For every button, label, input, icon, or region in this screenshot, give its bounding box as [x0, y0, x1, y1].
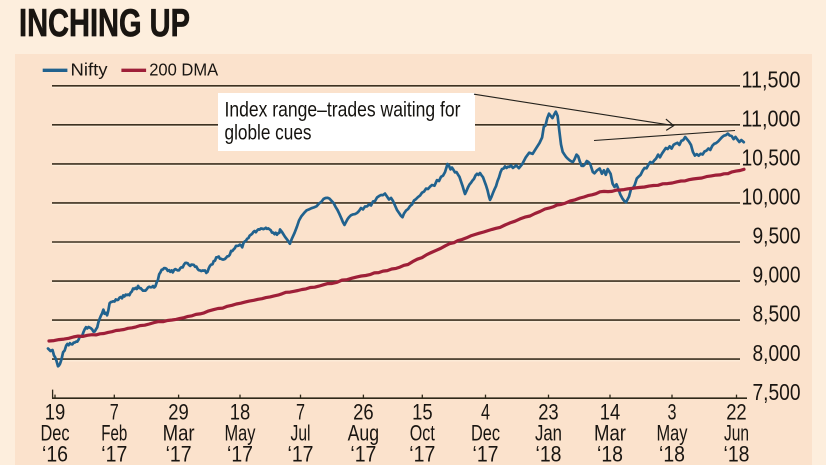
svg-text:Mar: Mar: [594, 421, 626, 446]
svg-text:7: 7: [110, 400, 119, 425]
svg-text:‘17: ‘17: [473, 442, 499, 465]
svg-text:May: May: [657, 421, 689, 446]
svg-text:22: 22: [726, 400, 747, 425]
svg-text:14: 14: [600, 400, 621, 425]
svg-text:11,500: 11,500: [742, 66, 801, 92]
svg-text:‘18: ‘18: [536, 442, 562, 465]
svg-text:‘17: ‘17: [166, 442, 192, 465]
svg-text:15: 15: [412, 400, 433, 425]
svg-text:3: 3: [668, 400, 677, 425]
svg-text:Jul: Jul: [291, 421, 311, 446]
svg-text:Nifty: Nifty: [71, 60, 108, 80]
svg-text:19: 19: [45, 400, 66, 425]
svg-text:200 DMA: 200 DMA: [149, 60, 218, 80]
svg-text:Dec: Dec: [41, 421, 70, 446]
svg-text:26: 26: [353, 400, 374, 425]
svg-text:‘18: ‘18: [597, 442, 623, 465]
svg-text:globle cues: globle cues: [225, 122, 312, 145]
svg-text:‘17: ‘17: [101, 442, 127, 465]
svg-text:‘17: ‘17: [350, 442, 376, 465]
svg-text:11,000: 11,000: [742, 105, 801, 131]
svg-text:‘17: ‘17: [409, 442, 435, 465]
svg-text:Feb: Feb: [101, 421, 127, 446]
svg-text:Index range–trades waiting for: Index range–trades waiting for: [225, 99, 461, 122]
svg-text:18: 18: [230, 400, 251, 425]
svg-text:7,500: 7,500: [753, 379, 801, 405]
svg-text:8,500: 8,500: [753, 301, 801, 327]
svg-text:Oct: Oct: [410, 421, 436, 446]
svg-text:9,000: 9,000: [753, 262, 801, 288]
svg-text:‘18: ‘18: [724, 442, 750, 465]
svg-text:Dec: Dec: [471, 421, 500, 446]
svg-text:23: 23: [538, 400, 559, 425]
svg-text:10,500: 10,500: [742, 145, 801, 171]
svg-text:‘17: ‘17: [288, 442, 314, 465]
svg-text:Aug: Aug: [348, 421, 380, 446]
svg-text:7: 7: [296, 400, 305, 425]
svg-text:Mar: Mar: [163, 421, 195, 446]
svg-text:9,500: 9,500: [753, 223, 801, 249]
svg-text:May: May: [225, 421, 257, 446]
svg-text:‘16: ‘16: [42, 442, 68, 465]
svg-text:‘18: ‘18: [659, 442, 685, 465]
svg-text:4: 4: [481, 400, 490, 425]
svg-text:‘17: ‘17: [227, 442, 253, 465]
svg-text:8,000: 8,000: [753, 340, 801, 366]
svg-text:Jan: Jan: [535, 421, 562, 446]
svg-text:INCHING UP: INCHING UP: [19, 2, 190, 45]
svg-text:10,000: 10,000: [742, 184, 801, 210]
svg-text:Jun: Jun: [724, 421, 749, 446]
svg-text:29: 29: [168, 400, 189, 425]
